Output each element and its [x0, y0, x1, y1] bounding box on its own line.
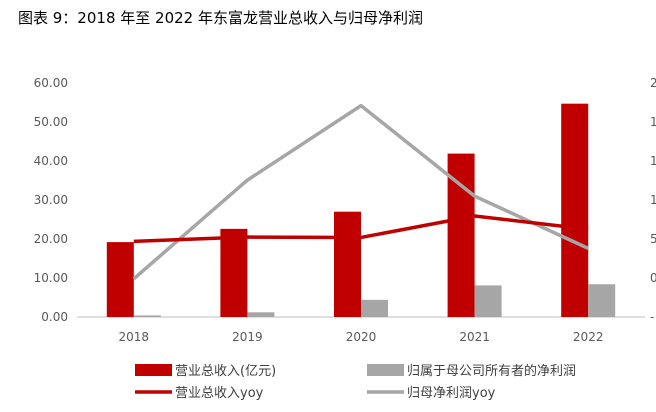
revenue-bar	[106, 242, 134, 317]
net-profit-bar	[133, 315, 161, 317]
revenue-bars	[106, 103, 589, 317]
figure-title: 图表 9：2018 年至 2022 年东富龙营业总收入与归母净利润	[18, 9, 423, 27]
legend-label: 归属于母公司所有者的净利润	[407, 363, 576, 379]
revenue-bar	[561, 103, 589, 317]
yoy-lines	[132, 103, 589, 281]
legend-item-net-profit: 归属于母公司所有者的净利润	[367, 363, 576, 379]
y-left-tick-label: 10.00	[34, 271, 68, 285]
legend-item-net-profit-yoy: 归母净利润yoy	[367, 386, 496, 401]
legend-swatch	[367, 364, 404, 376]
y-right-tick-label: 0	[650, 271, 656, 285]
x-tick-label: 2022	[573, 330, 604, 344]
revenue-yoy-line	[133, 214, 589, 244]
net-profit-bar	[588, 284, 616, 317]
net-profit-bar	[474, 285, 502, 317]
net-profit-bars	[133, 284, 616, 317]
y-left-tick-label: 0.00	[41, 310, 68, 324]
net-profit-bar	[247, 312, 275, 317]
legend-label: 归母净利润yoy	[407, 386, 496, 401]
legend-item-revenue-yoy: 营业总收入yoy	[135, 386, 264, 401]
x-tick-label: 2020	[346, 330, 377, 344]
revenue-bar	[220, 228, 248, 317]
net-profit-yoy-line	[132, 103, 589, 281]
legend-label: 营业总收入(亿元)	[175, 364, 276, 379]
legend-item-revenue: 营业总收入(亿元)	[135, 364, 276, 379]
y-left-tick-label: 20.00	[34, 232, 68, 246]
x-tick-label: 2021	[459, 330, 490, 344]
y-left-tick-label: 50.00	[34, 115, 68, 129]
x-tick-label: 2019	[232, 330, 263, 344]
y-right-tick-label: 1	[650, 154, 656, 168]
y-right-tick-label: 1	[650, 115, 656, 129]
legend-label: 营业总收入yoy	[175, 386, 264, 401]
y-left-tick-label: 40.00	[34, 154, 68, 168]
revenue-bar	[447, 153, 475, 317]
revenue-bar	[334, 211, 361, 317]
y-right-tick-label: 2	[650, 76, 656, 90]
axes: 0.00 10.00 20.00 30.00 40.00 50.00 60.00 - 0 5 1 1 1…	[34, 76, 656, 344]
x-tick-label: 2018	[119, 330, 150, 344]
legend-swatch	[135, 364, 172, 376]
net-profit-bar	[361, 299, 388, 317]
y-right-tick-label: -	[650, 310, 654, 324]
y-left-tick-label: 60.00	[34, 76, 68, 90]
y-right-tick-label: 5	[650, 232, 656, 246]
y-right-tick-label: 1	[650, 193, 656, 207]
y-left-tick-label: 30.00	[34, 193, 68, 207]
